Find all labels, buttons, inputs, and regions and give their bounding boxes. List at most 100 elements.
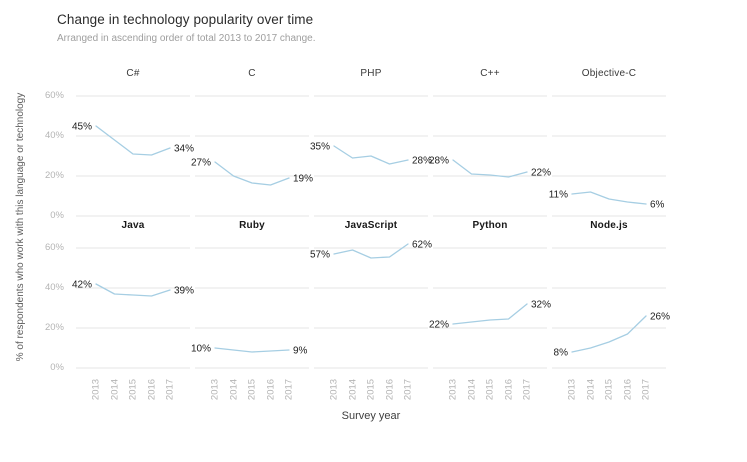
y-tick-label: 40% (44, 282, 64, 293)
facet-title: Objective-C (581, 68, 637, 79)
end-value-label: 34% (174, 144, 194, 155)
facet-plot: 22% 32% (429, 247, 551, 369)
start-value-label: 45% (72, 122, 92, 133)
facet-title: Java (121, 220, 145, 231)
end-value-label: 26% (650, 312, 670, 323)
x-tick-cell: 2013 2014 2015 2016 2017 (76, 370, 190, 406)
start-value-label: 35% (310, 142, 330, 153)
x-tick-label: 2013 (566, 378, 578, 401)
x-tick-labels: 2013 2014 2015 2016 2017 2013 2014 2015 2016 2017… (76, 370, 666, 406)
end-value-label: 28% (412, 156, 432, 167)
y-tick-label: 20% (44, 170, 64, 181)
x-tick-label: 2013 (209, 378, 221, 401)
facet: Objective-C 11% 6% (549, 58, 666, 217)
x-tick-label: 2015 (484, 378, 496, 401)
start-value-label: 27% (191, 158, 211, 169)
x-tick-label: 2016 (265, 378, 276, 401)
x-tick-cell: 2013 2014 2015 2016 2017 (433, 370, 547, 406)
start-value-label: 11% (549, 190, 568, 201)
trend-line (333, 243, 409, 259)
x-tick-label: 2016 (146, 378, 157, 401)
x-tick-label: 2017 (521, 378, 533, 401)
x-tick-label: 2013 (328, 378, 340, 401)
trend-line (214, 161, 290, 186)
x-tick-cell: 2013 2014 2015 2016 2017 (195, 370, 309, 406)
end-value-label: 9% (293, 346, 308, 357)
trend-line (452, 159, 528, 178)
facet: JavaScript 57% 62% (310, 210, 432, 369)
facet: Ruby 10% 9% (191, 210, 309, 369)
facet-row-2: Java 42% 39% Ruby 10% 9% JavaScript 57% 62%… (72, 210, 670, 369)
facet-plot: 8% 26% (552, 247, 670, 369)
facet-title: C# (126, 68, 140, 79)
facet-row-1: C# 45% 34% C 27% 19% PHP 35% 28% C++ 28% 22%… (72, 58, 666, 217)
facet: PHP 35% 28% (310, 58, 432, 217)
x-tick-label: 2013 (447, 378, 459, 401)
end-value-label: 19% (293, 174, 313, 185)
facet: C# 45% 34% (72, 58, 194, 217)
start-value-label: 57% (310, 250, 330, 261)
end-value-label: 22% (531, 168, 551, 179)
x-tick-label: 2015 (603, 378, 615, 401)
x-tick-label: 2016 (503, 378, 514, 401)
start-value-label: 8% (554, 348, 569, 359)
facet: C 27% 19% (191, 58, 313, 217)
y-tick-label: 20% (44, 322, 64, 333)
x-tick-label: 2016 (622, 378, 633, 401)
facet-plot: 35% 28% (310, 95, 432, 217)
trend-line (95, 283, 171, 297)
facet-title: C (248, 68, 256, 79)
facet: Java 42% 39% (72, 210, 194, 369)
y-tick-label: 0% (50, 210, 64, 221)
facet-plot: 45% 34% (72, 95, 194, 217)
x-tick-cell: 2013 2014 2015 2016 2017 (314, 370, 428, 406)
x-tick-label: 2014 (347, 378, 358, 401)
facet-plot: 10% 9% (191, 247, 309, 369)
facet: Node.js 8% 26% (552, 210, 670, 369)
facet-plot: 27% 19% (191, 95, 313, 217)
end-value-label: 39% (174, 286, 194, 297)
chart-header: Change in technology popularity over tim… (57, 12, 316, 44)
trend-line (571, 315, 647, 353)
x-tick-label: 2015 (246, 378, 258, 401)
x-tick-label: 2015 (127, 378, 139, 401)
trend-line (95, 125, 171, 156)
x-tick-label: 2014 (109, 378, 120, 401)
x-tick-label: 2014 (466, 378, 477, 401)
end-value-label: 6% (650, 200, 665, 211)
facet-plot: 28% 22% (429, 95, 551, 217)
facet-plot: 11% 6% (549, 95, 666, 217)
y-tick-label: 0% (50, 362, 64, 373)
x-tick-label: 2017 (164, 378, 176, 401)
trend-line (214, 347, 290, 353)
facet-title: PHP (360, 68, 382, 79)
y-axis-title: % of respondents who work with this lang… (15, 92, 26, 362)
facet-title: Node.js (590, 220, 628, 231)
y-tick-labels-row2: 0% 20% 40% 60% (34, 234, 70, 373)
x-tick-cell: 2013 2014 2015 2016 2017 (552, 370, 666, 406)
end-value-label: 62% (412, 240, 432, 251)
x-tick-label: 2017 (283, 378, 295, 401)
x-tick-label: 2016 (384, 378, 395, 401)
facet-title: JavaScript (344, 220, 398, 231)
start-value-label: 28% (429, 156, 449, 167)
facet: C++ 28% 22% (429, 58, 551, 217)
facet-title: Ruby (239, 220, 265, 231)
facet-title: Python (472, 220, 508, 231)
facet: Python 22% 32% (429, 210, 551, 369)
trend-line (571, 191, 647, 205)
x-tick-label: 2014 (228, 378, 239, 401)
facet-plot: 42% 39% (72, 247, 194, 369)
trend-line (452, 303, 528, 325)
x-tick-label: 2017 (402, 378, 414, 401)
x-tick-label: 2015 (365, 378, 377, 401)
chart-title: Change in technology popularity over tim… (57, 12, 314, 27)
trend-line (333, 145, 409, 165)
x-tick-label: 2014 (585, 378, 596, 401)
chart-subtitle: Arranged in ascending order of total 201… (57, 33, 316, 44)
start-value-label: 42% (72, 280, 92, 291)
x-tick-label: 2017 (640, 378, 652, 401)
end-value-label: 32% (531, 300, 551, 311)
facet-plot: 57% 62% (310, 240, 432, 369)
